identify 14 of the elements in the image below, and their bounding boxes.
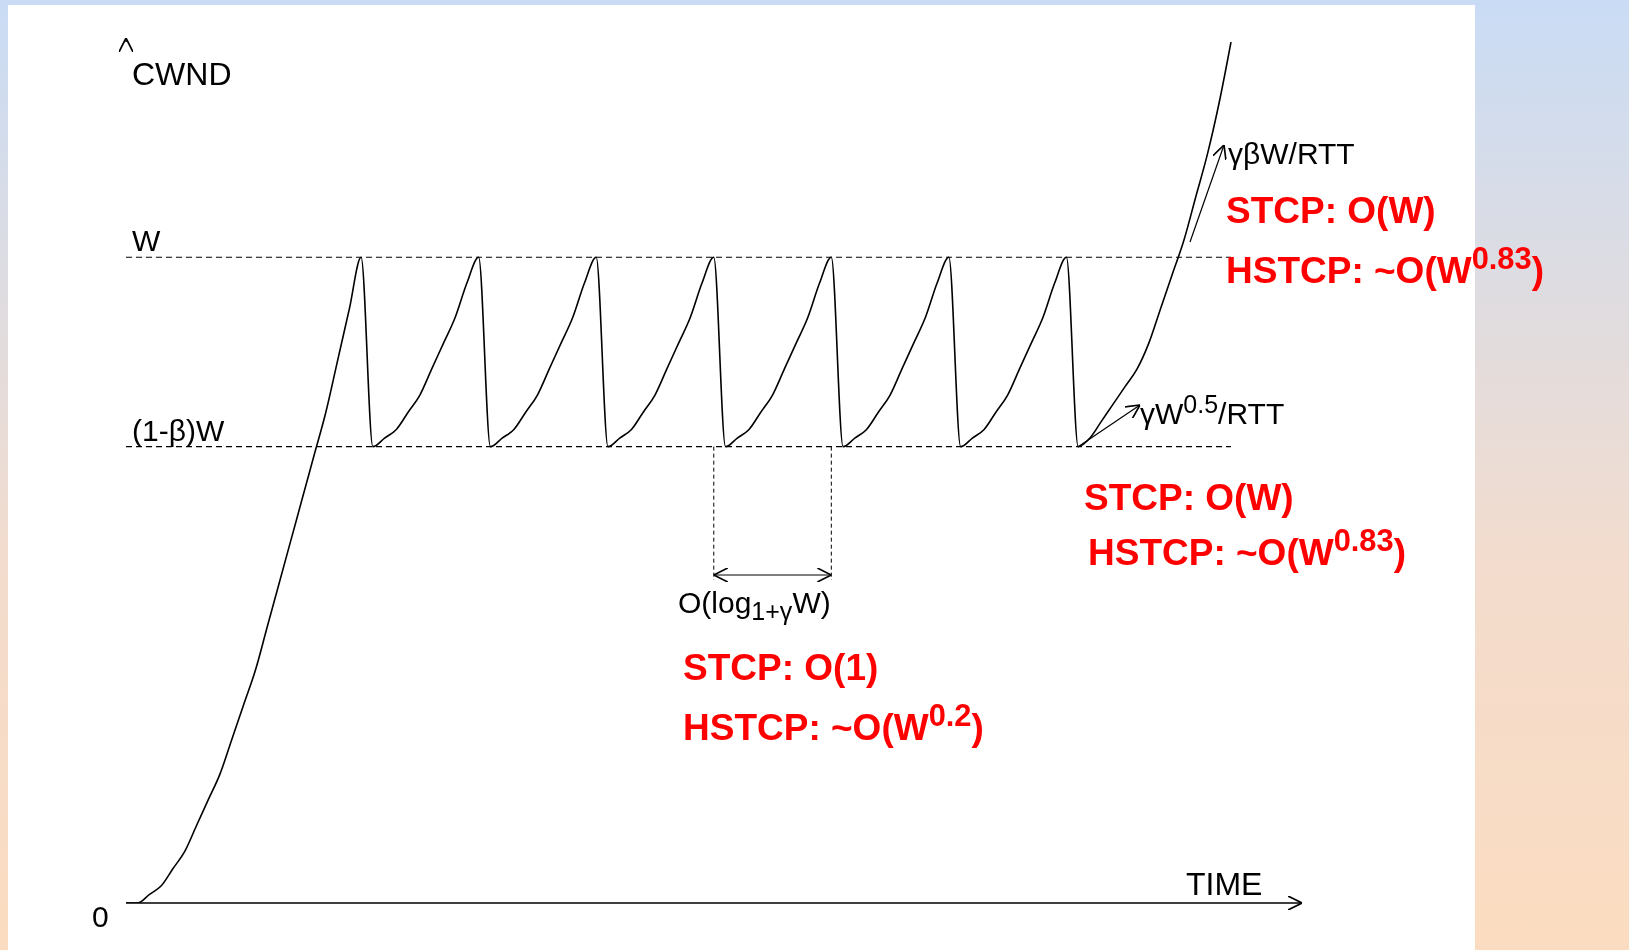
annotation: O(log$_{1+γ}$W)	[678, 586, 831, 626]
ref-line-label: W	[132, 224, 161, 258]
annotation: HSTCP: ~O(W$^{0.83}$)	[1088, 523, 1406, 574]
annotation: STCP: O(W)	[1084, 476, 1294, 519]
annotation: STCP: O(W)	[1226, 189, 1436, 232]
annotation: STCP: O(1)	[683, 646, 879, 689]
ref-line-label: (1-β)W	[132, 413, 225, 447]
annotation: γW$^{0.5}$/RTT	[1140, 389, 1285, 430]
text: 0	[92, 899, 109, 933]
y-axis-title: CWND	[132, 56, 232, 93]
annotation: HSTCP: ~O(W$^{0.83}$)	[1226, 241, 1544, 292]
x-axis-title: TIME	[1186, 866, 1263, 903]
annotation: HSTCP: ~O(W$^{0.2}$)	[683, 698, 984, 749]
annotation: γβW/RTT	[1228, 136, 1355, 170]
